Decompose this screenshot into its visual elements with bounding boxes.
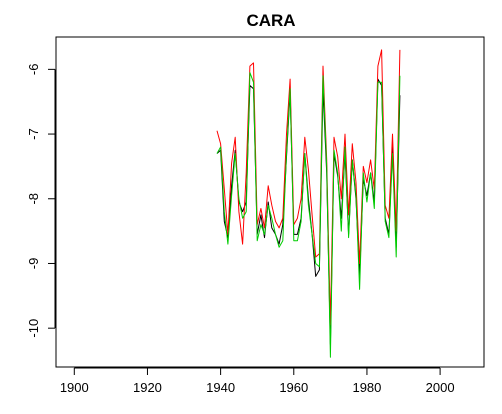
chart-title: CARA — [246, 11, 295, 30]
y-tick-label: -7 — [26, 128, 41, 140]
x-tick-label: 1920 — [133, 380, 162, 395]
series-layer — [216, 49, 401, 358]
y-axis: -10 -9 -8 -7 -6 — [26, 64, 56, 338]
x-axis: 1900 1920 1940 1960 1980 2000 — [60, 367, 455, 395]
x-tick-label: 2000 — [426, 380, 455, 395]
series-line-2 — [216, 49, 401, 326]
y-tick-label: -6 — [26, 64, 41, 76]
plot-frame — [55, 36, 485, 368]
x-tick-label: 1980 — [352, 380, 381, 395]
y-tick-label: -9 — [26, 258, 41, 270]
x-tick-label: 1960 — [279, 380, 308, 395]
series-line-3 — [216, 72, 401, 358]
y-tick-label: -10 — [26, 319, 41, 338]
x-tick-label: 1900 — [60, 380, 89, 395]
y-tick-label: -8 — [26, 193, 41, 205]
x-tick-label: 1940 — [206, 380, 235, 395]
